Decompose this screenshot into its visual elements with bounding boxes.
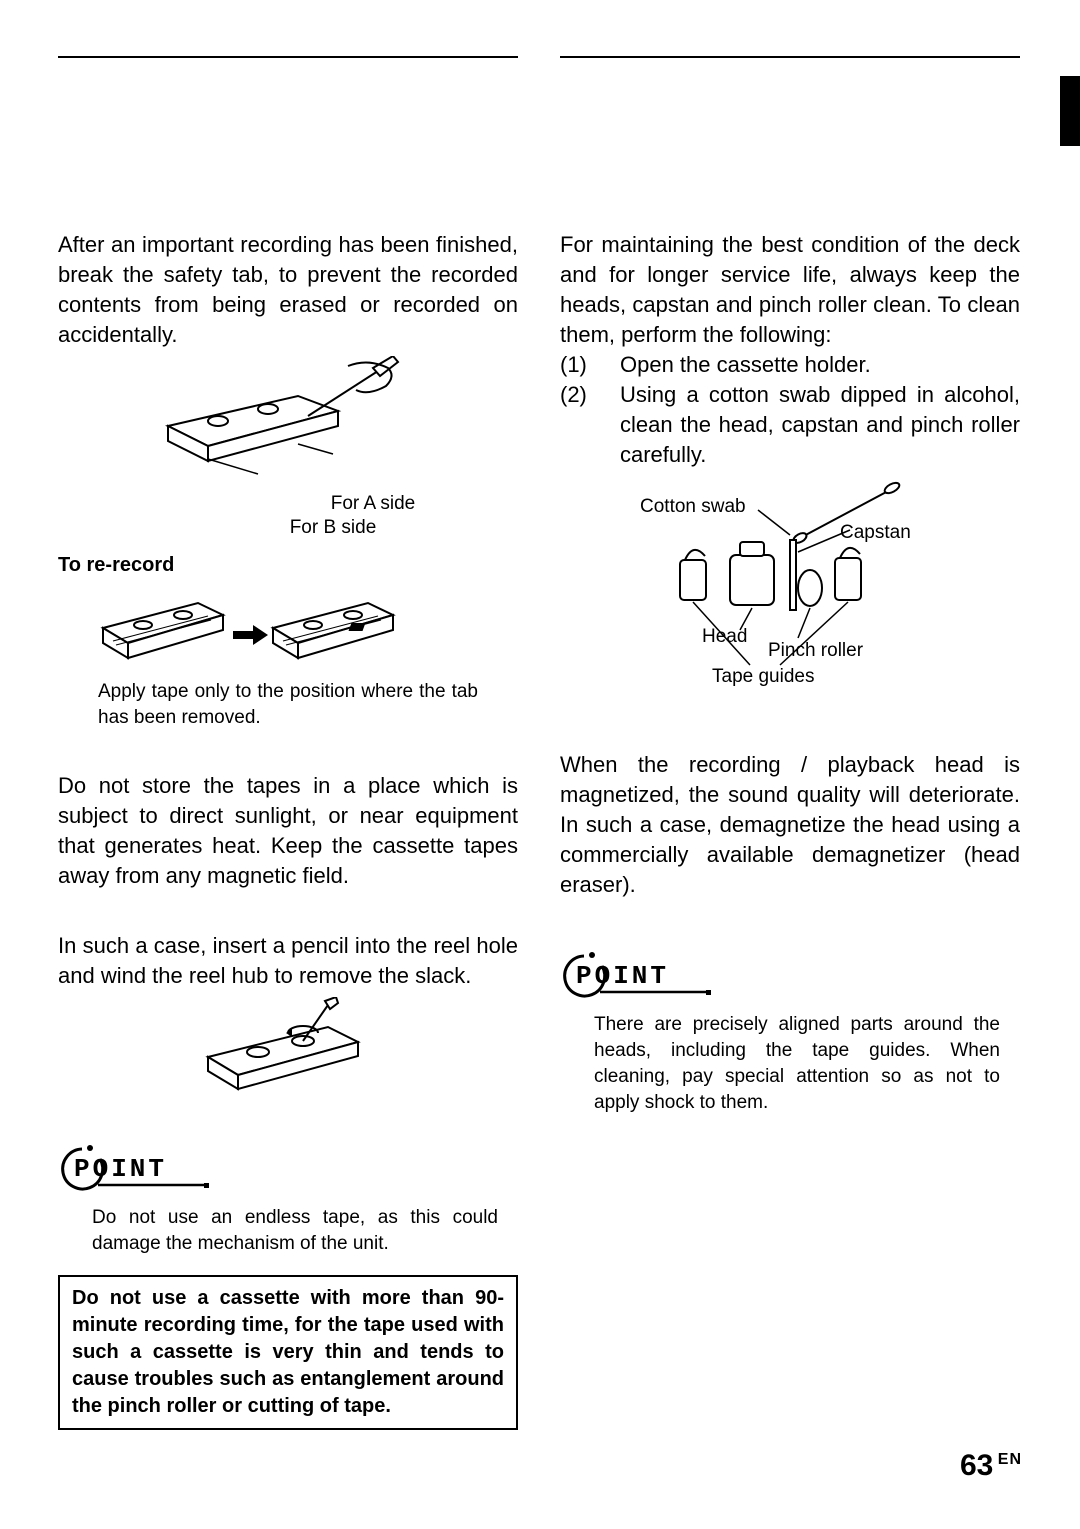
right-column: For maintaining the best condition of th…	[560, 230, 1020, 1430]
step-1: (1) Open the cassette holder.	[560, 350, 1020, 380]
side-tab	[1060, 76, 1080, 146]
point-callout-left: POINT	[52, 1141, 518, 1195]
rerecord-note: Apply tape only to the position where th…	[58, 679, 518, 731]
left-column: After an important recording has been fi…	[58, 230, 518, 1430]
top-rule-left	[58, 56, 518, 58]
rerecord-figure	[98, 583, 398, 673]
step-2: (2) Using a cotton swab dipped in alcoho…	[560, 380, 1020, 470]
rerecord-heading: To re-record	[58, 554, 518, 577]
storage-para: Do not store the tapes in a place which …	[58, 771, 518, 891]
demag-para: When the recording / playback head is ma…	[560, 750, 1020, 900]
point-callout-right: POINT	[554, 948, 1020, 1002]
svg-text:POINT: POINT	[74, 1154, 167, 1184]
page-number-lang: EN	[998, 1451, 1022, 1468]
page-number: 63 EN	[960, 1449, 1022, 1483]
fig1-label-a: For A side	[228, 492, 518, 516]
point-note-right: There are precisely aligned parts around…	[560, 1012, 1020, 1116]
label-cotton-swab: Cotton swab	[640, 496, 746, 518]
label-tape-guides: Tape guides	[712, 666, 814, 688]
label-head: Head	[702, 626, 747, 648]
label-capstan: Capstan	[840, 522, 911, 544]
columns: After an important recording has been fi…	[58, 230, 1022, 1430]
point-note-left: Do not use an endless tape, as this coul…	[58, 1205, 518, 1257]
point-icon: POINT	[52, 1141, 222, 1195]
top-rule-right	[560, 56, 1020, 58]
pencil-reel-figure	[198, 997, 378, 1107]
right-intro: For maintaining the best condition of th…	[560, 230, 1020, 350]
step-1-num: (1)	[560, 350, 620, 380]
cassette-tab-figure	[148, 356, 418, 486]
step-2-text: Using a cotton swab dipped in alcohol, c…	[620, 380, 1020, 470]
page-number-value: 63	[960, 1449, 993, 1482]
head-cleaning-figure: Cotton swab Capstan Head Pinch roller Ta…	[640, 480, 940, 710]
left-intro: After an important recording has been fi…	[58, 230, 518, 350]
step-1-text: Open the cassette holder.	[620, 350, 1020, 380]
label-pinch-roller: Pinch roller	[768, 640, 863, 662]
warning-box: Do not use a cassette with more than 90-…	[58, 1275, 518, 1430]
step-2-num: (2)	[560, 380, 620, 470]
point-icon: POINT	[554, 948, 724, 1002]
manual-page: After an important recording has been fi…	[0, 0, 1080, 1529]
fig1-label-b: For B side	[148, 516, 518, 540]
slack-para: In such a case, insert a pencil into the…	[58, 931, 518, 991]
svg-text:POINT: POINT	[576, 961, 669, 991]
